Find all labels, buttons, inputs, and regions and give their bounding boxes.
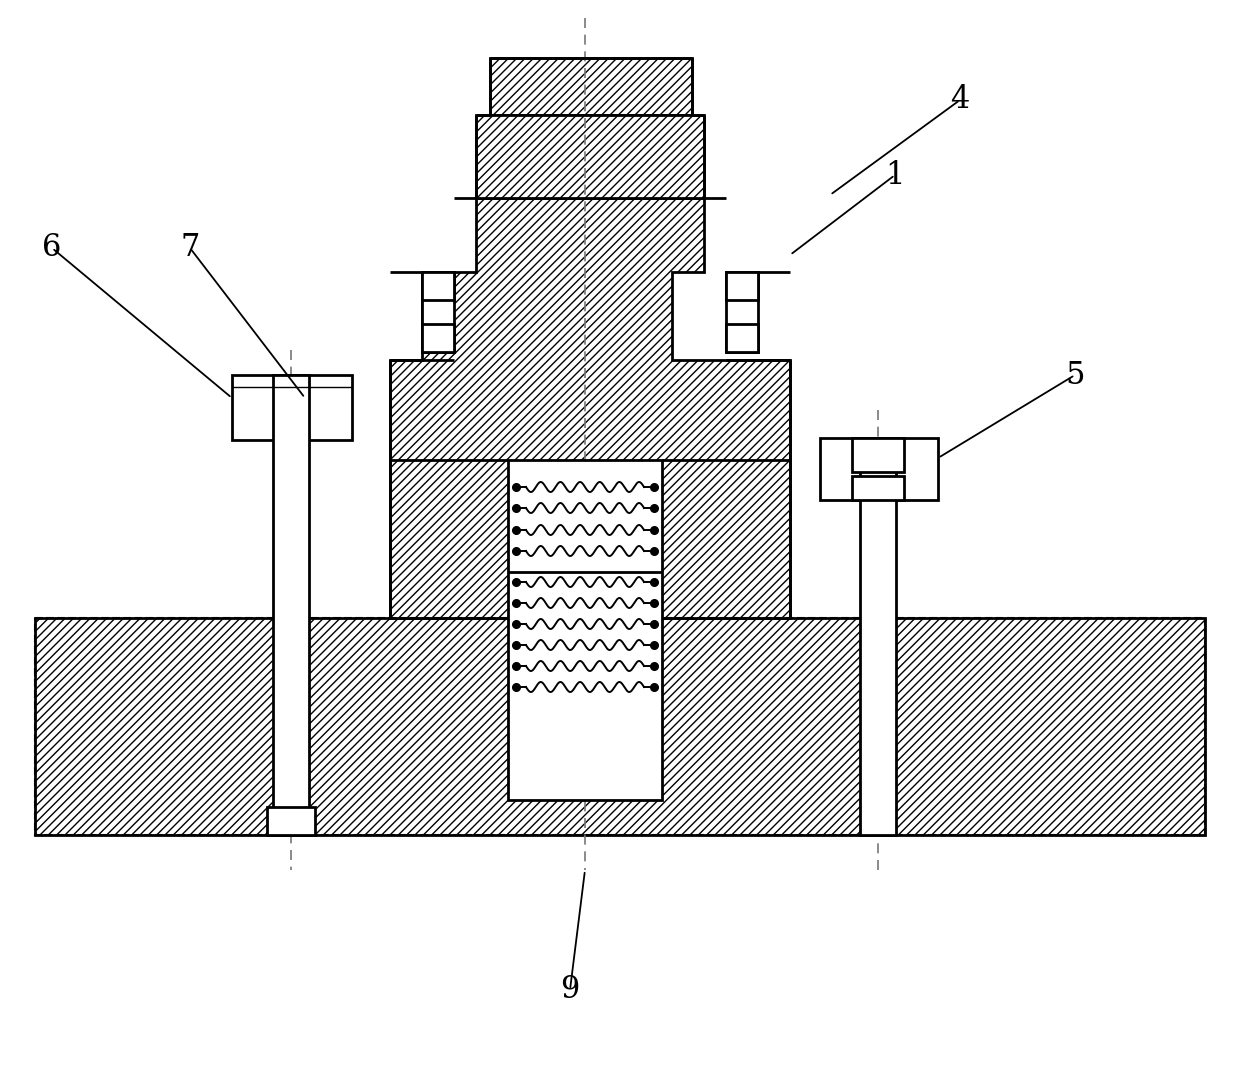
Bar xyxy=(267,807,315,835)
Bar xyxy=(852,476,904,500)
Bar xyxy=(852,438,904,472)
Text: 5: 5 xyxy=(1065,359,1085,391)
Bar xyxy=(725,272,758,300)
Bar xyxy=(273,375,309,835)
Polygon shape xyxy=(35,618,1205,835)
Text: 6: 6 xyxy=(42,233,62,263)
Polygon shape xyxy=(391,198,790,618)
Bar xyxy=(820,438,937,500)
Bar xyxy=(232,375,352,440)
Bar xyxy=(422,272,454,352)
Bar xyxy=(861,438,897,835)
Bar xyxy=(508,460,662,800)
Bar xyxy=(422,272,454,300)
Polygon shape xyxy=(490,58,692,115)
Text: 7: 7 xyxy=(180,233,200,263)
Text: 4: 4 xyxy=(950,84,970,116)
Bar xyxy=(508,460,662,618)
Text: 9: 9 xyxy=(560,974,579,1006)
Bar xyxy=(422,324,454,352)
Bar xyxy=(35,618,1205,835)
Bar xyxy=(725,272,758,352)
Bar xyxy=(725,324,758,352)
Text: 1: 1 xyxy=(885,159,905,190)
Polygon shape xyxy=(476,115,704,198)
